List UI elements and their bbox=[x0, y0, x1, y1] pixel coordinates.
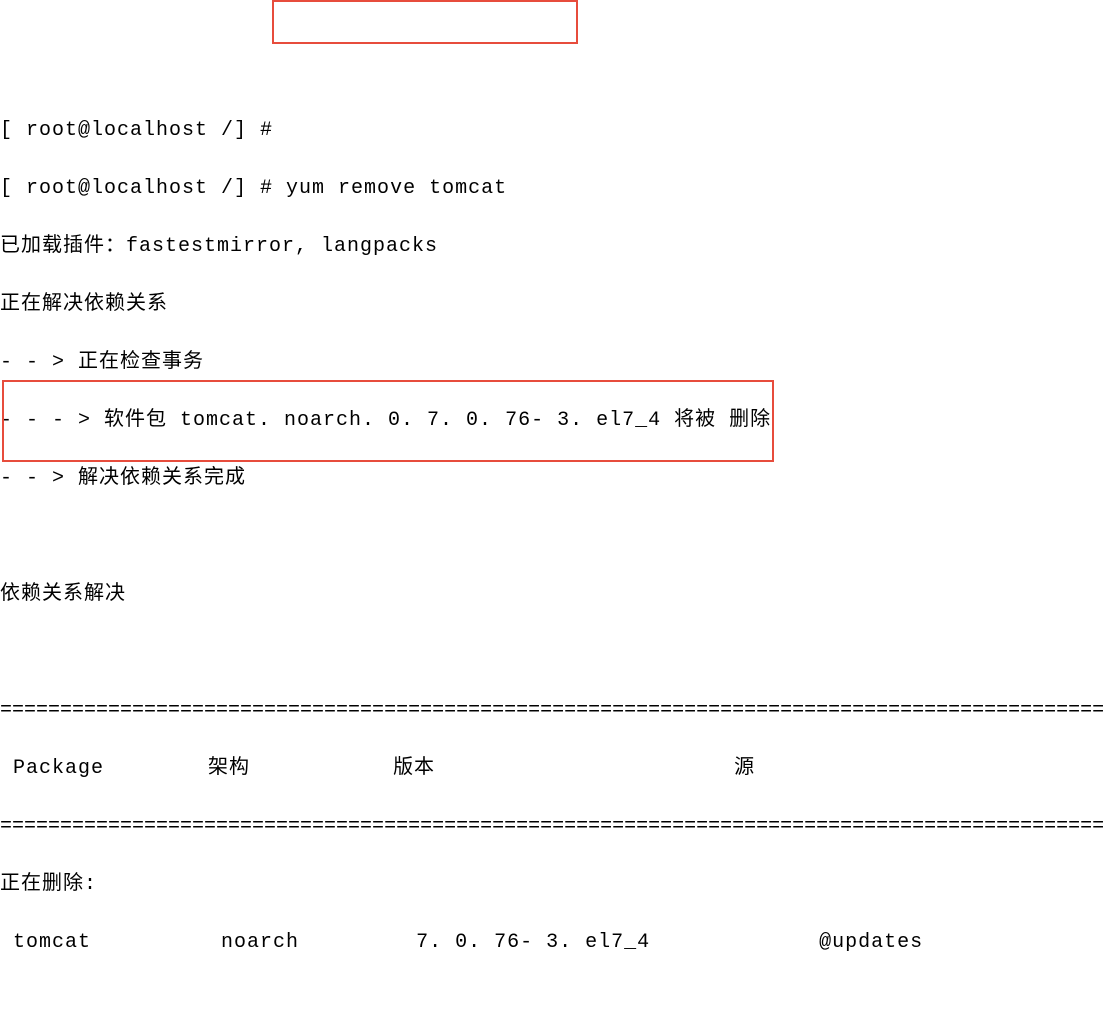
prompt-line: [ root@localhost /] # yum remove tomcat bbox=[0, 174, 1103, 203]
row-arch: noarch bbox=[221, 931, 299, 954]
row-name: tomcat bbox=[0, 931, 91, 954]
deps-done: - - > 解决依赖关系完成 bbox=[0, 464, 1103, 493]
blank-2 bbox=[0, 638, 1103, 667]
deps-solved: 依赖关系解决 bbox=[0, 580, 1103, 609]
row-repo: @updates bbox=[819, 931, 923, 954]
resolving-deps: 正在解决依赖关系 bbox=[0, 290, 1103, 319]
header-repo: 源 bbox=[734, 757, 755, 780]
blank-3 bbox=[0, 986, 1103, 1015]
header-package: Package bbox=[0, 757, 104, 780]
checking-transaction: - - > 正在检查事务 bbox=[0, 348, 1103, 377]
prompt: [ root@localhost /] # bbox=[0, 177, 286, 200]
blank-1 bbox=[0, 522, 1103, 551]
table-header: Package 架构 版本 源 bbox=[0, 754, 1103, 783]
table-row: tomcat noarch 7. 0. 76- 3. el7_4 @update… bbox=[0, 928, 1103, 957]
loaded-plugins: 已加载插件：fastestmirror, langpacks bbox=[0, 232, 1103, 261]
package-line: - - - > 软件包 tomcat. noarch. 0. 7. 0. 76-… bbox=[0, 406, 1103, 435]
separator-top: ========================================… bbox=[0, 696, 1103, 725]
highlight-command-box bbox=[272, 0, 578, 44]
prompt-prev: [ root@localhost /] # bbox=[0, 119, 273, 142]
header-arch: 架构 bbox=[208, 757, 250, 780]
row-version: 7. 0. 76- 3. el7_4 bbox=[416, 931, 650, 954]
header-version: 版本 bbox=[393, 757, 435, 780]
separator-bottom: ========================================… bbox=[0, 812, 1103, 841]
command[interactable]: yum remove tomcat bbox=[286, 177, 507, 200]
prompt-prev-line: [ root@localhost /] # bbox=[0, 116, 1103, 145]
removing-label: 正在删除: bbox=[0, 870, 1103, 899]
